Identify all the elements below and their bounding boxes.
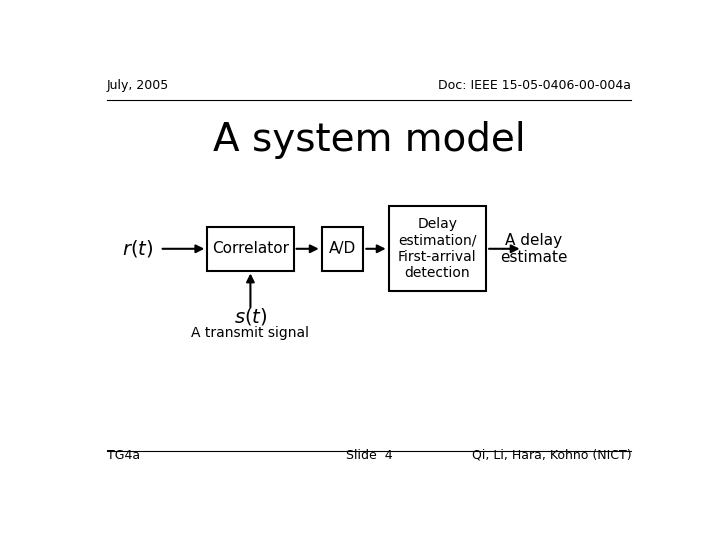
Text: Doc: IEEE 15-05-0406-00-004a: Doc: IEEE 15-05-0406-00-004a bbox=[438, 79, 631, 92]
Text: A delay
estimate: A delay estimate bbox=[500, 233, 567, 265]
Text: A transmit signal: A transmit signal bbox=[192, 326, 310, 340]
Text: TG4a: TG4a bbox=[107, 449, 140, 462]
Bar bbox=[207, 227, 294, 271]
Bar bbox=[389, 206, 486, 292]
Text: $s(t)$: $s(t)$ bbox=[234, 306, 267, 327]
Text: Delay
estimation/
First-arrival
detection: Delay estimation/ First-arrival detectio… bbox=[398, 218, 477, 280]
Text: Slide  4: Slide 4 bbox=[346, 449, 392, 462]
Text: Qi, Li, Hara, Kohno (NICT): Qi, Li, Hara, Kohno (NICT) bbox=[472, 449, 631, 462]
Text: Correlator: Correlator bbox=[212, 241, 289, 256]
Text: A system model: A system model bbox=[212, 120, 526, 159]
Text: July, 2005: July, 2005 bbox=[107, 79, 169, 92]
Text: $r(t)$: $r(t)$ bbox=[122, 238, 153, 259]
Text: A/D: A/D bbox=[329, 241, 356, 256]
Bar bbox=[322, 227, 364, 271]
